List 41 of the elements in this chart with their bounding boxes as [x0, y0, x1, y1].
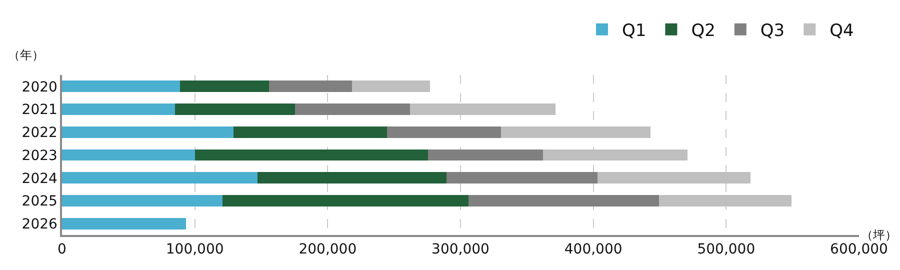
- legend-label: Q1: [622, 20, 646, 41]
- x-tick-label: 400,000: [564, 242, 622, 258]
- bar: [446, 172, 598, 184]
- x-tick-label: 200,000: [298, 242, 357, 258]
- y-axis-title: （年）: [8, 48, 44, 62]
- bar: [352, 80, 430, 92]
- legend-label: Q4: [830, 20, 854, 41]
- y-tick-label: 2024: [22, 170, 58, 187]
- bar: [468, 195, 660, 206]
- bar: [501, 126, 650, 138]
- bar: [222, 195, 468, 206]
- bar: [180, 80, 270, 92]
- bar: [62, 104, 175, 115]
- bar: [428, 149, 543, 161]
- bar: [233, 126, 387, 138]
- y-tick-label: 2023: [22, 148, 58, 164]
- x-axis-title: （坪）: [861, 228, 897, 242]
- bar: [386, 126, 502, 138]
- bar: [62, 80, 180, 92]
- bar: [194, 149, 428, 161]
- y-tick-label: 2020: [22, 79, 58, 96]
- y-tick-label: 2025: [22, 194, 58, 210]
- x-tick-label: 0: [58, 242, 66, 258]
- bar: [62, 126, 234, 138]
- x-tick-label: 600,000: [830, 242, 888, 258]
- x-tick-label: 500,000: [697, 242, 756, 258]
- y-tick-label: 2026: [22, 216, 58, 232]
- legend-label: Q3: [760, 20, 785, 41]
- bar: [257, 172, 447, 184]
- y-tick-label: 2022: [22, 125, 58, 142]
- legend-label: Q2: [691, 20, 716, 41]
- bar: [269, 80, 352, 92]
- bar: [174, 104, 296, 115]
- x-tick-label: 300,000: [432, 242, 490, 258]
- x-tick-label: 100,000: [166, 242, 224, 258]
- bar: [62, 172, 258, 184]
- bar: [62, 195, 223, 206]
- bar: [62, 218, 186, 230]
- bar: [62, 149, 195, 161]
- y-tick-label: 2021: [22, 102, 58, 118]
- bar: [295, 104, 410, 115]
